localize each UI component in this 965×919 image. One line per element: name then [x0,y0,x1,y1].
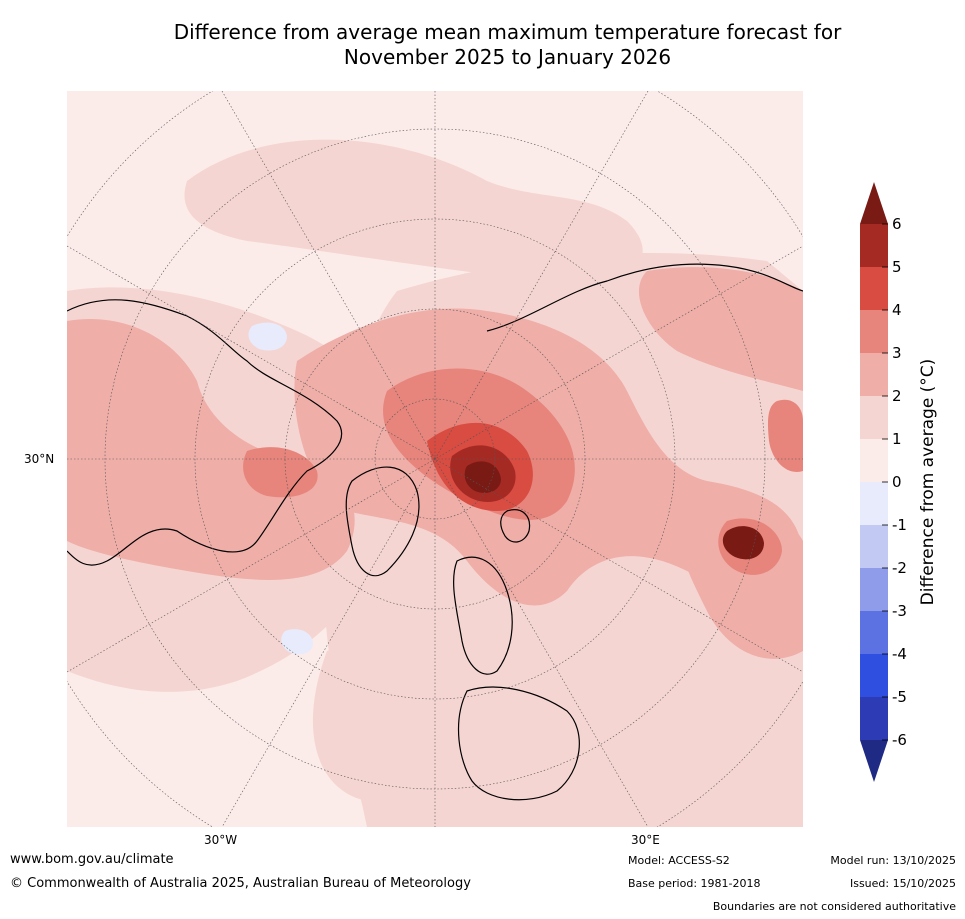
lon-label-30e: 30°E [631,833,660,847]
colorbar-title: Difference from average (°C) [918,358,938,606]
colorbar-tick-label: -3 [892,602,907,620]
coastline-scandinavia [453,556,513,675]
colorbar-tick-label: 1 [892,430,902,448]
lat-label-30n: 30°N [24,452,55,466]
anomaly-region-mongolia-extreme [722,526,764,560]
colorbar-tick-label: -2 [892,559,907,577]
chart-title: Difference from average mean maximum tem… [60,20,955,70]
colorbar-segment [860,267,888,310]
anomaly-region-hudson-strong [243,447,318,498]
colorbar-segment [860,396,888,439]
colorbar-segment [860,353,888,396]
colorbar-tick-label: -4 [892,645,907,663]
footer-url[interactable]: www.bom.gov.au/climate [10,852,174,867]
colorbar-segment [860,568,888,611]
colorbar-segment [860,697,888,740]
colorbar-tick-label: -6 [892,731,907,749]
footer-model: Model: ACCESS-S2 [628,854,730,867]
anomaly-region-siberia-moderate [638,267,803,391]
footer-copyright: © Commonwealth of Australia 2025, Austra… [10,876,471,891]
graticule-lat-60 [194,218,676,700]
colorbar-tick-label: -5 [892,688,907,706]
lon-label-30w: 30°W [204,833,238,847]
coastline-greenland [345,466,420,577]
footer-disclaimer: Boundaries are not considered authoritat… [712,900,956,913]
footer-model-run: Model run: 13/10/2025 [830,854,956,867]
colorbar-tick-label: 2 [892,387,902,405]
coastline-europe [457,686,580,801]
colorbar-tick-label: -1 [892,516,907,534]
anomaly-region-america-moderate [67,319,355,580]
graticule [67,91,803,827]
colorbar-extend-bottom [860,740,888,782]
colorbar-segment [860,482,888,525]
anomaly-region-alaska-negative [248,322,287,351]
colorbar [860,182,888,782]
coastline-eurasia-north [486,263,803,332]
footer-issued: Issued: 15/10/2025 [849,877,956,890]
coastline-svalbard [500,509,531,543]
colorbar-segment [860,310,888,353]
anomaly-region-barents-core [464,461,501,493]
colorbar-segment [860,525,888,568]
colorbar-segment [860,224,888,267]
anomaly-region-pacific-north [184,139,643,283]
colorbar-tick-label: 6 [892,215,902,233]
colorbar-tick-label: 4 [892,301,902,319]
colorbar-segment [860,439,888,482]
colorbar-extend-top [860,182,888,224]
title-line-2: November 2025 to January 2026 [343,45,672,69]
forecast-map [67,91,803,827]
colorbar-tick-label: 5 [892,258,902,276]
anomaly-region-atlantic-light [312,643,469,803]
colorbar-tick-label: 0 [892,473,902,491]
colorbar-tick-label: 3 [892,344,902,362]
anomaly-region-east-siberia-strong [767,399,803,472]
title-line-1: Difference from average mean maximum tem… [173,20,842,44]
colorbar-segment [860,611,888,654]
colorbar-segment [860,654,888,697]
footer-base-period: Base period: 1981-2018 [628,877,761,890]
anomaly-region-atlantic-negative [281,629,313,655]
